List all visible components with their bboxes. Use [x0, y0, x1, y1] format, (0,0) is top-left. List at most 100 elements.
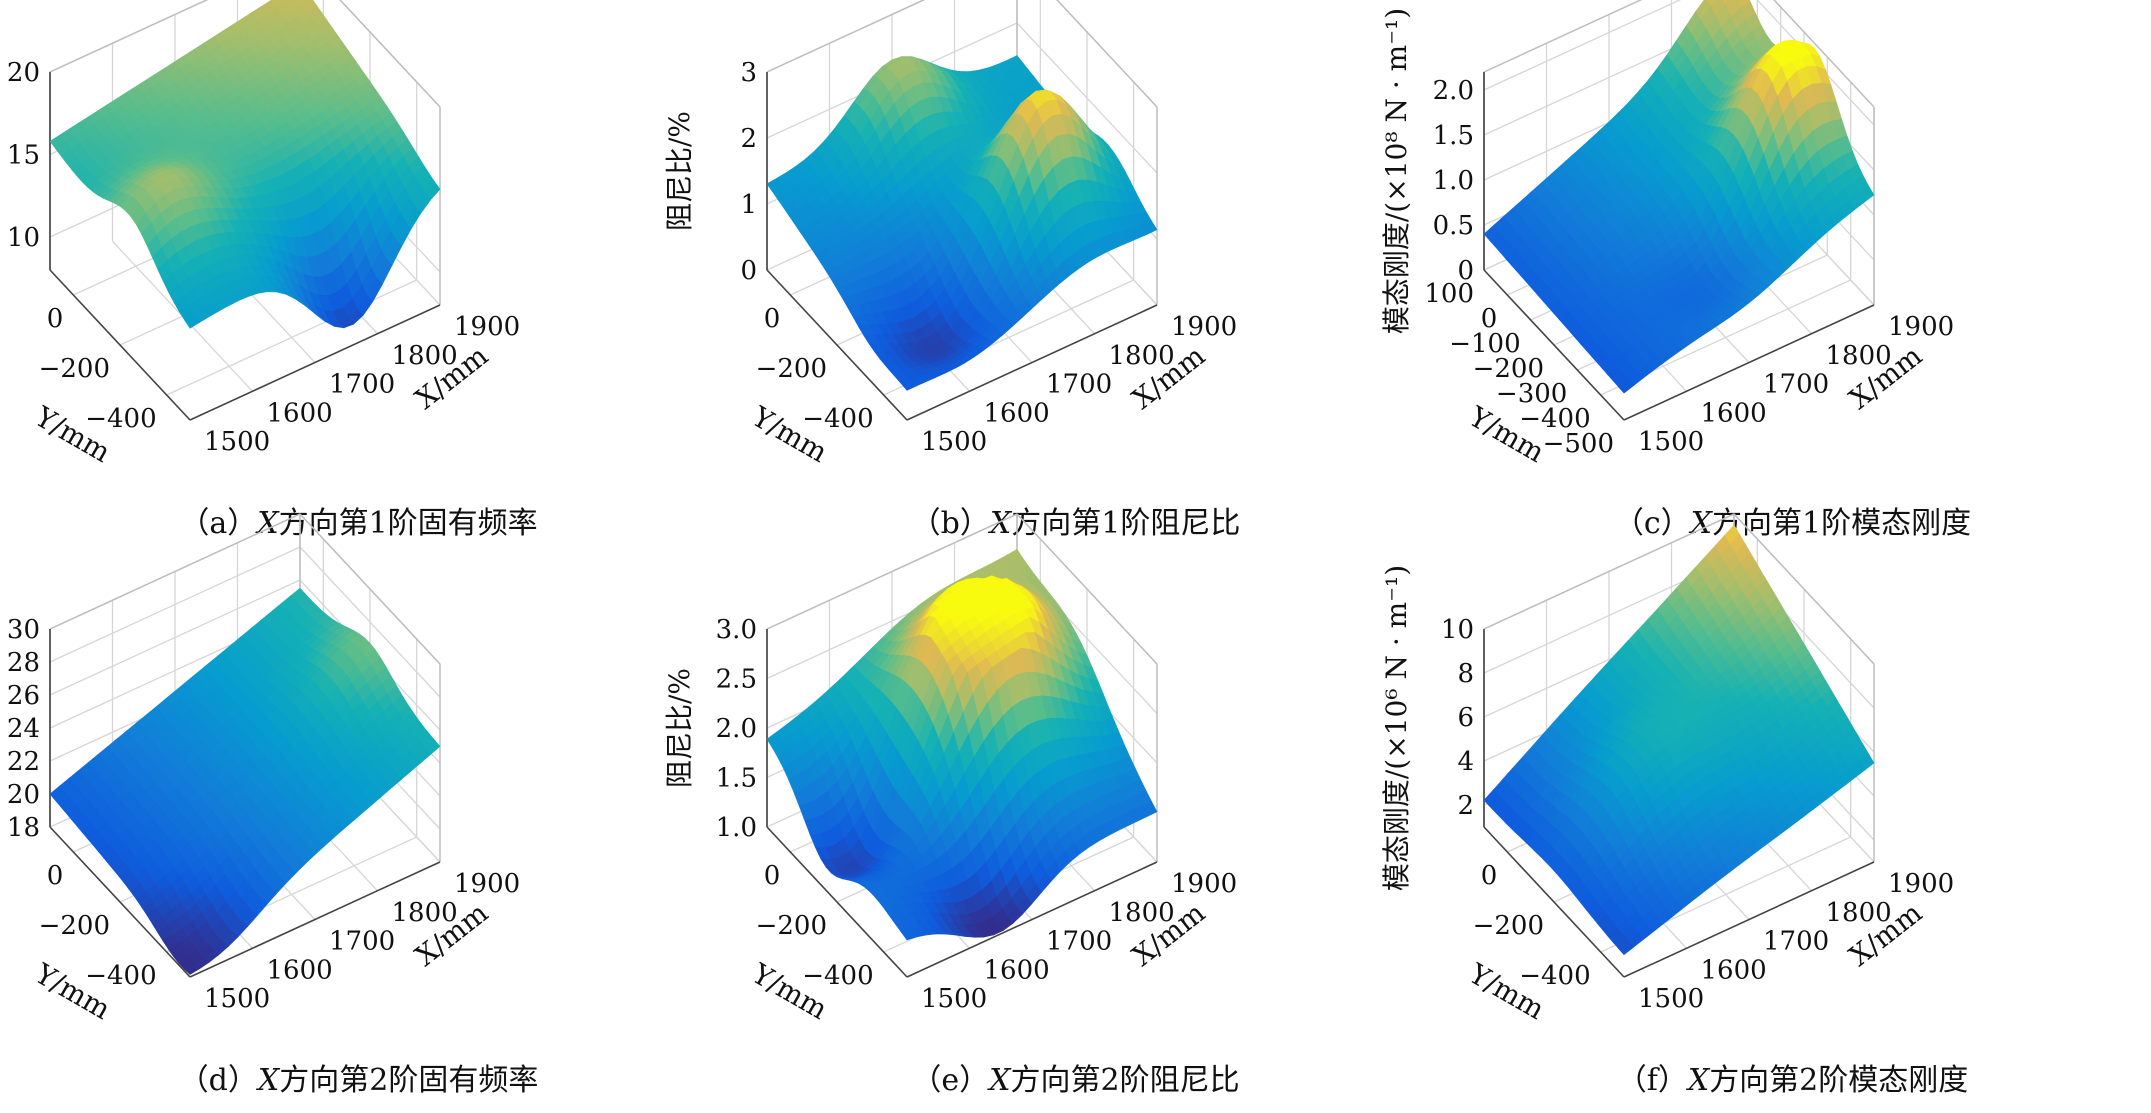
chart-panel-e: 1500 1600 1700 1800 1900 0 −200 −400 1.0 1.5 2.0 2.… [663, 513, 1434, 1113]
x-tick-label: 1600 [984, 955, 1050, 985]
surface [766, 548, 1158, 941]
x-tick-label: 1500 [921, 427, 987, 457]
x-tick-label: 1700 [1763, 927, 1829, 957]
z-tick-label: 2 [1457, 791, 1474, 821]
x-tick-label: 1700 [1046, 370, 1112, 400]
caption-axis: X [1687, 1063, 1710, 1098]
caption-text: 方向第2阶阻尼比 [1010, 1063, 1240, 1098]
y-tick-label: −200 [39, 354, 110, 384]
panel-caption: （c）X方向第1阶模态刚度 [1613, 506, 1972, 541]
y-tick-label: 0 [1481, 861, 1498, 891]
y-tick-label: 0 [47, 304, 64, 334]
z-tick-label: 8 [1457, 659, 1474, 689]
surface-patch [1618, 379, 1635, 394]
z-tick-label: 18 [7, 813, 40, 843]
y-tick-label: −200 [756, 911, 827, 941]
y-tick-label: −400 [1519, 404, 1590, 434]
z-axis-label: 阻尼比/% [663, 668, 696, 788]
caption-axis: X [989, 1063, 1011, 1098]
surface [49, 587, 441, 975]
y-tick-label: −400 [85, 961, 156, 991]
y-tick-label: 0 [1481, 304, 1498, 334]
x-tick-label: 1800 [392, 898, 458, 928]
x-tick-label: 1900 [1888, 869, 1954, 899]
z-tick-label: 20 [7, 58, 40, 88]
z-tick-label: 1.5 [1433, 121, 1474, 151]
caption-letter: b [940, 506, 960, 541]
chart-panel-c: 1500 1600 1700 1800 1900 100 0 −100 −200 −300 −400… [1380, 0, 2151, 556]
z-tick-label: 1.5 [716, 764, 757, 794]
x-tick-label: 1600 [984, 398, 1050, 428]
panel-caption: （d）X方向第2阶固有频率 [178, 1063, 539, 1098]
caption-letter: c [1643, 506, 1661, 541]
y-tick-label: −400 [1519, 961, 1590, 991]
surface-plot: 150016001700180019000−200−4000123X/mmY/m… [663, 0, 1237, 469]
chart-panel-b: 1500 1600 1700 1800 1900 0 −200 −400 0 1 2 3 X/mm Y/m… [663, 0, 1434, 556]
z-tick-label: 2.5 [716, 665, 757, 695]
y-tick-label: −400 [85, 404, 156, 434]
x-tick-label: 1800 [1826, 898, 1892, 928]
x-tick-label: 1800 [392, 341, 458, 371]
y-tick-label: −200 [1473, 911, 1544, 941]
z-axis-label: 阻尼比/% [663, 111, 696, 231]
surface-patch [901, 929, 918, 941]
x-tick-label: 1500 [204, 427, 270, 457]
z-tick-label: 3 [740, 58, 757, 88]
x-tick-label: 1500 [1638, 427, 1704, 457]
panel-caption: （b）X方向第1阶阻尼比 [910, 506, 1241, 541]
z-tick-label: 26 [7, 681, 40, 711]
z-tick-label: 10 [1441, 615, 1474, 645]
y-tick-label: 100 [1424, 279, 1474, 309]
x-tick-label: 1700 [329, 927, 395, 957]
surface-plot: 150016001700180019000−200−400101520X/mmY… [7, 0, 520, 469]
y-tick-label: 0 [47, 861, 64, 891]
z-tick-label: 4 [1457, 747, 1474, 777]
x-tick-label: 1500 [1638, 984, 1704, 1014]
caption-letter: e [941, 1063, 960, 1098]
caption-axis: X [1690, 506, 1713, 541]
x-tick-label: 1800 [1109, 898, 1175, 928]
panel-caption: （e）X方向第2阶阻尼比 [911, 1063, 1240, 1098]
x-tick-label: 1600 [267, 398, 333, 428]
surface-plot: 150016001700180019001000−100−200−300−400… [1380, 0, 1954, 469]
caption-axis: X [257, 506, 279, 541]
caption-axis: X [257, 1063, 280, 1098]
y-tick-label: −200 [756, 354, 827, 384]
caption-text: 方向第2阶模态刚度 [1709, 1063, 1969, 1098]
y-tick-label: −200 [39, 911, 110, 941]
panel-caption: （a）X方向第1阶固有频率 [179, 506, 538, 541]
chart-panel-f: 1500 1600 1700 1800 1900 0 −200 −400 2 4 6 8 10 X/mm Y… [1380, 513, 2151, 1113]
z-tick-label: 6 [1457, 703, 1474, 733]
x-tick-label: 1700 [329, 370, 395, 400]
caption-text: 方向第1阶模态刚度 [1712, 506, 1972, 541]
z-tick-label: 24 [7, 714, 40, 744]
z-axis-label: 模态刚度/(×10⁸ N · m⁻¹) [1380, 8, 1413, 334]
z-tick-label: 2 [740, 124, 757, 154]
x-tick-label: 1700 [1763, 370, 1829, 400]
caption-text: 方向第1阶阻尼比 [1011, 506, 1241, 541]
y-tick-label: −400 [802, 404, 873, 434]
x-tick-label: 1600 [1701, 398, 1767, 428]
caption-letter: a [209, 506, 228, 541]
z-tick-label: 3.0 [716, 615, 757, 645]
panel-caption: （f）X方向第2阶模态刚度 [1616, 1063, 1969, 1098]
x-tick-label: 1500 [921, 984, 987, 1014]
tick-labels: 150016001700180019001000−100−200−300−400… [1424, 76, 1954, 459]
x-tick-label: 1900 [454, 869, 520, 899]
surface [1483, 524, 1875, 956]
z-tick-label: 1 [740, 190, 757, 220]
surface [766, 55, 1158, 391]
y-tick-label: −100 [1449, 329, 1520, 359]
x-tick-label: 1900 [1171, 869, 1237, 899]
z-tick-label: 30 [7, 615, 40, 645]
caption-letter: d [208, 1063, 228, 1098]
y-tick-label: −300 [1496, 379, 1567, 409]
surface-patch [901, 379, 918, 391]
x-tick-label: 1900 [1888, 312, 1954, 342]
caption-text: 方向第2阶固有频率 [279, 1063, 539, 1098]
y-tick-label: −400 [802, 961, 873, 991]
